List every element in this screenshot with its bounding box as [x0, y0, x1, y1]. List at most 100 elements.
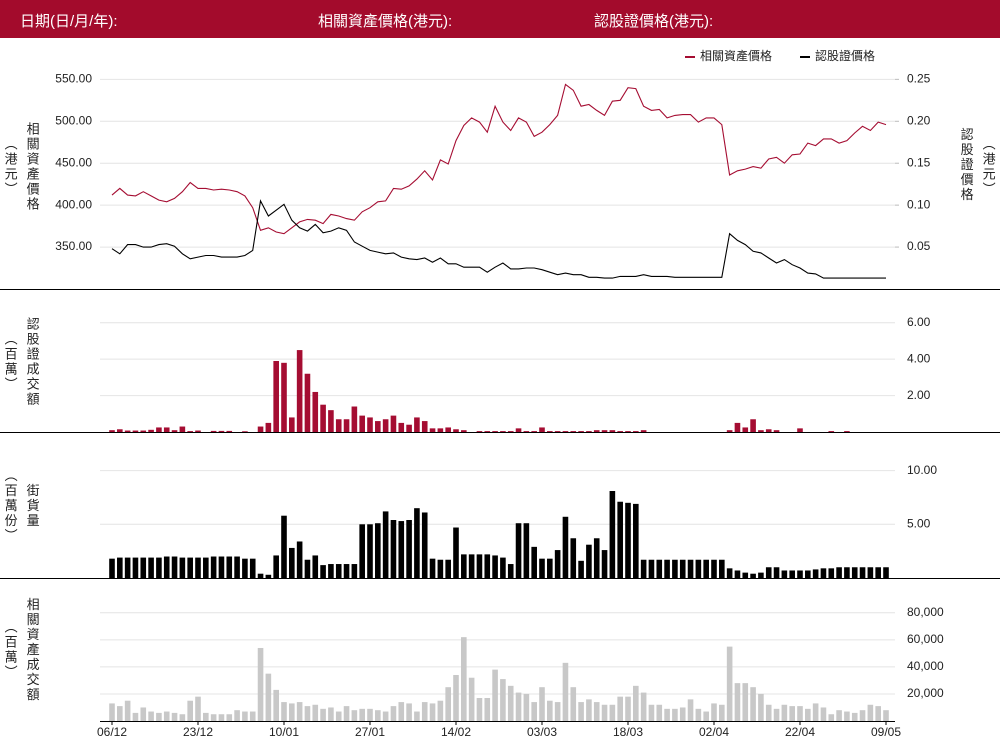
bar: [265, 673, 272, 721]
bar: [445, 687, 451, 721]
bar: [132, 430, 139, 432]
bar: [867, 567, 874, 578]
bar: [335, 419, 342, 432]
bar: [797, 706, 803, 721]
x-tick-label: 09/05: [871, 725, 901, 739]
bar: [640, 559, 647, 578]
bar: [476, 554, 483, 578]
bar: [109, 430, 115, 432]
bar: [359, 415, 365, 432]
bar: [765, 567, 772, 578]
bar: [625, 431, 631, 432]
bar: [578, 560, 584, 578]
bar: [281, 515, 287, 578]
bar: [570, 431, 577, 432]
bar: [765, 704, 772, 721]
bar: [179, 426, 186, 432]
bar: [758, 430, 764, 432]
bar: [312, 391, 319, 432]
bar: [836, 567, 842, 578]
bar: [812, 569, 819, 578]
bar: [539, 687, 545, 721]
header-label: 日期(日/月/年):: [20, 13, 118, 30]
bar: [883, 567, 889, 578]
bar: [437, 700, 444, 721]
x-tick-label: 06/12: [97, 725, 127, 739]
bar: [578, 431, 584, 432]
bar: [468, 677, 475, 721]
bar: [570, 687, 577, 721]
bar: [414, 417, 420, 432]
y-axis-title: 相關資產成交額: [25, 598, 40, 703]
bar: [140, 430, 147, 432]
y2-axis-unit: （港元）: [981, 137, 996, 197]
bar: [883, 710, 889, 721]
y-tick-label: 400.00: [55, 197, 92, 211]
bar: [156, 712, 162, 721]
bar: [703, 711, 709, 721]
bar: [226, 714, 233, 721]
bar: [633, 431, 639, 432]
bar: [148, 429, 154, 432]
bar: [398, 422, 405, 432]
y2-tick-label: 0.05: [907, 239, 931, 253]
bar: [124, 700, 131, 721]
bar: [773, 567, 780, 578]
bar: [492, 669, 498, 721]
bar: [851, 712, 858, 721]
bar: [758, 572, 764, 578]
bar: [320, 708, 326, 721]
bar: [687, 699, 694, 721]
y2-tick-label: 0.15: [907, 155, 931, 169]
bar: [406, 703, 412, 721]
bar: [359, 524, 365, 578]
header-label: 相關資產價格(港元):: [318, 13, 453, 30]
bar: [226, 556, 233, 578]
bar: [390, 706, 397, 721]
bar: [367, 708, 373, 721]
x-tick-label: 23/12: [183, 725, 213, 739]
bar: [672, 559, 678, 578]
bar: [289, 547, 295, 578]
bar: [640, 692, 647, 721]
bar: [828, 431, 835, 432]
bar: [351, 710, 358, 721]
bar: [593, 538, 600, 578]
bar: [273, 555, 279, 578]
bar: [578, 702, 584, 721]
bar: [265, 422, 272, 432]
bar: [210, 430, 217, 432]
bar: [500, 557, 506, 578]
bar: [679, 559, 686, 578]
bar: [492, 431, 498, 432]
bar: [664, 559, 670, 578]
bar: [453, 675, 459, 721]
bar: [539, 427, 545, 432]
bar: [734, 683, 741, 721]
bar: [163, 711, 170, 721]
bar: [586, 544, 592, 578]
bar: [289, 703, 295, 721]
bar: [476, 431, 483, 432]
bar: [523, 693, 530, 721]
bar: [633, 503, 639, 578]
bar: [453, 429, 459, 432]
bar: [421, 421, 428, 432]
bar: [593, 430, 600, 432]
bar: [656, 559, 663, 578]
bar: [382, 419, 389, 432]
bar: [171, 712, 178, 721]
bar: [375, 710, 381, 721]
x-tick-label: 02/04: [699, 725, 729, 739]
bar: [672, 708, 678, 721]
bar: [539, 558, 545, 578]
y-tick-label: 500.00: [55, 113, 92, 127]
bar: [257, 647, 264, 721]
bar: [328, 707, 334, 721]
bar: [273, 689, 279, 721]
bar: [328, 564, 334, 578]
bar: [507, 685, 514, 721]
bar: [117, 706, 123, 721]
y-axis-unit: （百萬）: [3, 620, 18, 680]
bar: [836, 710, 842, 721]
